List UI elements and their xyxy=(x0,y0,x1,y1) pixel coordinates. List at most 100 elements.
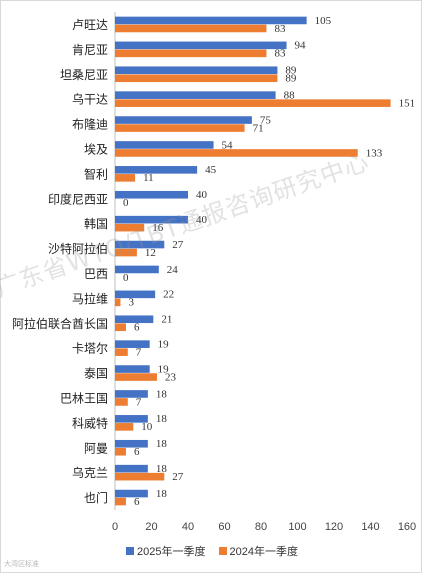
bar-2025 xyxy=(115,240,165,249)
data-label: 12 xyxy=(145,247,156,259)
bar-2024 xyxy=(115,49,267,58)
x-tick-label: 100 xyxy=(288,521,306,533)
data-label: 27 xyxy=(172,471,184,483)
data-label: 105 xyxy=(315,15,332,27)
data-label: 75 xyxy=(260,114,272,126)
x-tick-label: 0 xyxy=(112,521,118,533)
data-label: 16 xyxy=(152,222,164,234)
data-label: 6 xyxy=(134,496,140,508)
data-label: 40 xyxy=(196,189,208,201)
bar-2025 xyxy=(115,166,198,174)
category-label: 智利 xyxy=(84,166,108,181)
legend-swatch-2024 xyxy=(218,547,227,556)
data-label: 18 xyxy=(156,413,168,425)
data-label: 83 xyxy=(274,48,286,60)
category-label: 印度尼西亚 xyxy=(48,191,108,206)
bar-2024 xyxy=(115,149,358,157)
data-label: 19 xyxy=(158,363,170,375)
data-label: 83 xyxy=(274,23,286,35)
bar-2024 xyxy=(115,373,157,381)
category-label: 卢旺达 xyxy=(72,17,108,32)
data-label: 10 xyxy=(141,421,153,433)
bar-2025 xyxy=(115,390,148,398)
bar-2024 xyxy=(115,423,134,431)
legend-swatch-2025 xyxy=(125,547,134,556)
x-tick-label: 160 xyxy=(398,521,416,533)
data-label: 18 xyxy=(156,488,168,500)
category-label: 肯尼亚 xyxy=(72,43,108,57)
bar-2025 xyxy=(115,464,148,473)
bar-2025 xyxy=(115,41,287,50)
bar-2024 xyxy=(115,74,278,83)
data-label: 89 xyxy=(285,65,297,77)
bar-2024 xyxy=(115,298,121,307)
category-label: 韩国 xyxy=(84,216,108,231)
bar-2024 xyxy=(115,472,165,481)
category-label: 也门 xyxy=(84,490,108,505)
bar-2024 xyxy=(115,323,126,332)
data-label: 11 xyxy=(143,172,154,184)
data-label: 7 xyxy=(136,396,142,408)
data-label: 88 xyxy=(284,89,296,101)
category-label: 阿曼 xyxy=(84,441,108,455)
logo-text: 大湾区标准 xyxy=(4,560,39,568)
data-label: 54 xyxy=(222,139,234,151)
category-label: 巴西 xyxy=(84,267,108,281)
legend-item-2024: 2024年一季度 xyxy=(218,543,299,559)
data-label: 18 xyxy=(156,438,168,450)
x-tick-label: 120 xyxy=(325,521,343,533)
data-label: 0 xyxy=(123,272,129,284)
data-label: 22 xyxy=(163,289,174,301)
legend: 2025年一季度 2024年一季度 xyxy=(0,543,424,559)
bar-2025 xyxy=(115,365,150,373)
category-label: 马拉维 xyxy=(72,291,108,306)
x-tick-label: 80 xyxy=(255,521,267,533)
bar-2024 xyxy=(115,174,136,182)
bar-2025 xyxy=(115,290,156,299)
category-label: 泰国 xyxy=(84,367,108,381)
bar-2025 xyxy=(115,265,159,274)
data-label: 151 xyxy=(399,97,416,109)
category-label: 乌干达 xyxy=(72,92,108,107)
bar-2024 xyxy=(115,223,145,232)
x-tick-label: 140 xyxy=(361,521,379,533)
category-label: 阿拉伯联合酋长国 xyxy=(12,316,108,331)
bar-2024 xyxy=(115,348,128,356)
category-label: 沙特阿拉伯 xyxy=(48,241,108,256)
data-label: 40 xyxy=(196,214,208,226)
category-label: 巴林王国 xyxy=(60,391,108,405)
bar-2025 xyxy=(115,439,148,448)
data-label: 89 xyxy=(285,73,297,85)
category-label: 科威特 xyxy=(72,415,108,430)
data-label: 6 xyxy=(134,322,140,334)
data-label: 7 xyxy=(136,346,142,358)
category-label: 埃及 xyxy=(84,142,108,156)
category-label: 乌克兰 xyxy=(72,465,108,480)
legend-label-2024: 2024年一季度 xyxy=(229,546,299,558)
x-tick-label: 20 xyxy=(145,521,157,533)
data-label: 71 xyxy=(253,122,264,134)
data-label: 19 xyxy=(158,338,170,350)
data-label: 133 xyxy=(366,147,383,159)
legend-item-2025: 2025年一季度 xyxy=(125,543,205,559)
bar-2024 xyxy=(115,99,391,107)
bar-2025 xyxy=(115,116,252,124)
bar-2025 xyxy=(115,16,307,25)
category-label: 坦桑尼亚 xyxy=(60,68,108,82)
bar-2025 xyxy=(115,315,154,324)
bar-2025 xyxy=(115,415,148,423)
data-label: 18 xyxy=(156,463,168,475)
category-label: 布隆迪 xyxy=(72,117,108,132)
data-label: 27 xyxy=(172,239,184,251)
bar-2025 xyxy=(115,190,188,199)
data-label: 45 xyxy=(205,164,217,176)
bar-2024 xyxy=(115,24,267,33)
data-label: 3 xyxy=(128,297,134,309)
data-label: 0 xyxy=(123,197,129,209)
bar-2024 xyxy=(115,248,137,257)
data-label: 18 xyxy=(156,388,168,400)
data-label: 94 xyxy=(295,40,307,52)
bar-2024 xyxy=(115,447,126,456)
